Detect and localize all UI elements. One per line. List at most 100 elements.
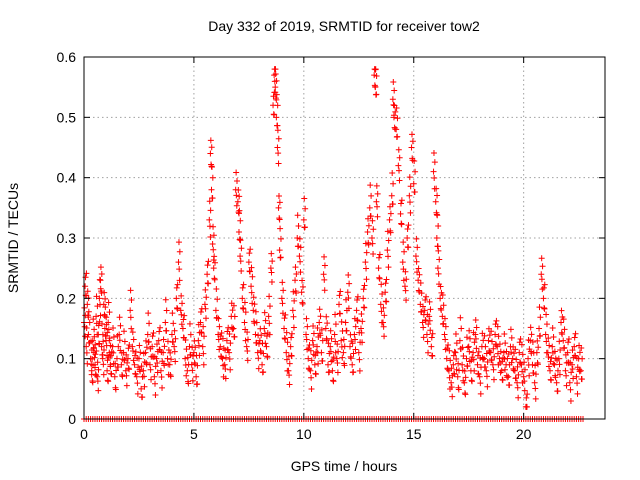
data-point	[485, 337, 492, 344]
data-point	[133, 373, 140, 380]
data-point	[363, 276, 370, 283]
data-point	[264, 354, 271, 361]
data-point	[382, 289, 389, 296]
data-point	[316, 306, 323, 313]
data-point	[173, 295, 180, 302]
data-point	[240, 305, 247, 312]
data-point	[154, 360, 161, 367]
data-point	[413, 258, 420, 265]
data-point	[443, 355, 450, 362]
data-point	[183, 346, 190, 353]
data-point	[194, 362, 201, 369]
data-point	[572, 330, 579, 337]
data-point	[397, 210, 404, 217]
data-point	[577, 367, 584, 374]
data-point	[290, 313, 297, 320]
data-point	[534, 361, 541, 368]
data-point	[344, 289, 351, 296]
data-point	[554, 388, 561, 395]
data-point	[472, 335, 479, 342]
data-point	[99, 320, 106, 327]
data-point	[337, 288, 344, 295]
data-point	[353, 307, 360, 314]
data-point	[348, 355, 355, 362]
data-point	[266, 293, 273, 300]
data-point	[402, 268, 409, 275]
data-point	[128, 297, 135, 304]
data-point	[473, 345, 480, 352]
data-point	[227, 340, 234, 347]
data-point	[215, 336, 222, 343]
data-point	[431, 159, 438, 166]
data-point	[533, 349, 540, 356]
data-point	[128, 325, 135, 332]
data-point	[374, 190, 381, 197]
data-point	[452, 349, 459, 356]
data-point	[127, 287, 134, 294]
data-point	[397, 200, 404, 207]
data-point	[204, 271, 211, 278]
data-point	[532, 385, 539, 392]
data-point	[185, 380, 192, 387]
data-point	[404, 225, 411, 232]
data-point	[166, 361, 173, 368]
data-point	[248, 289, 255, 296]
data-point	[385, 253, 392, 260]
data-point	[484, 359, 491, 366]
data-point	[303, 315, 310, 322]
data-point	[405, 222, 412, 229]
data-point	[398, 221, 405, 228]
data-point	[458, 325, 465, 332]
data-point	[175, 239, 182, 246]
data-point	[517, 335, 524, 342]
data-point	[356, 367, 363, 374]
data-point	[549, 343, 556, 350]
data-point	[329, 367, 336, 374]
data-point	[112, 386, 119, 393]
data-point	[286, 372, 293, 379]
data-point	[296, 235, 303, 242]
data-point	[484, 383, 491, 390]
data-point	[368, 235, 375, 241]
data-point	[179, 300, 186, 307]
data-point	[383, 276, 390, 283]
data-point	[269, 258, 276, 265]
data-point	[295, 222, 302, 229]
data-point	[113, 367, 120, 374]
data-point	[84, 301, 91, 308]
data-point	[450, 361, 457, 368]
data-point	[197, 319, 204, 326]
data-point	[276, 216, 283, 223]
data-point	[216, 346, 223, 353]
data-point	[451, 371, 458, 378]
data-point	[180, 316, 187, 323]
data-point	[250, 294, 257, 301]
data-point	[490, 376, 497, 383]
data-point	[359, 318, 366, 325]
data-point	[298, 289, 305, 296]
data-point	[540, 295, 547, 302]
data-point	[236, 207, 243, 214]
data-point	[300, 216, 307, 223]
data-point	[426, 317, 433, 324]
data-point	[105, 378, 112, 385]
data-point	[574, 380, 581, 387]
data-point	[221, 361, 228, 368]
data-point	[255, 340, 262, 347]
data-point	[345, 294, 352, 301]
x-tick-label: 10	[296, 426, 312, 442]
data-point	[546, 342, 553, 349]
data-point	[337, 310, 344, 317]
data-point	[246, 268, 253, 275]
data-point	[238, 245, 245, 252]
data-point	[467, 335, 474, 342]
data-point	[565, 335, 572, 342]
data-point	[569, 361, 576, 368]
data-point	[483, 367, 490, 374]
data-point	[553, 379, 560, 386]
data-point	[442, 323, 449, 330]
data-point	[340, 336, 347, 343]
data-point	[294, 212, 301, 219]
data-point	[292, 264, 299, 271]
data-point	[512, 374, 519, 381]
